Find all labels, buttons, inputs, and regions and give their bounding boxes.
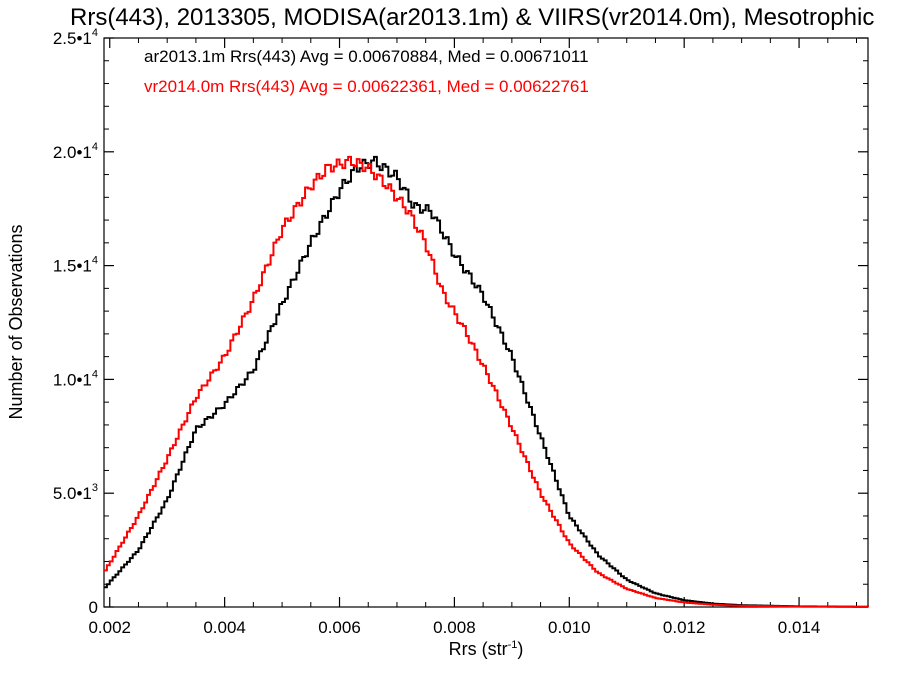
- y-tick-label: 2.0•14: [53, 141, 98, 162]
- series-viirs-line: [104, 155, 869, 608]
- y-tick-label: 5.0•13: [53, 482, 98, 503]
- x-axis-label-main: Rrs (str: [449, 639, 508, 659]
- series-modis-line: [104, 155, 869, 608]
- x-tick-label: 0.012: [663, 618, 706, 637]
- chart-title: Rrs(443), 2013305, MODISA(ar2013.1m) & V…: [70, 4, 874, 31]
- x-tick-label: 0.008: [433, 618, 476, 637]
- y-axis: 0 5.0•13 1.0•14 1.5•14 2.0•14 2.5•14: [53, 27, 868, 617]
- series-group: [104, 155, 869, 608]
- y-tick-label: 1.0•14: [53, 368, 98, 389]
- y-tick-label: 2.5•14: [53, 27, 98, 48]
- x-tick-label: 0.004: [203, 618, 246, 637]
- plot-frame: [103, 37, 869, 608]
- x-tick-label: 0.010: [548, 618, 591, 637]
- x-axis-label-close: ): [517, 639, 523, 659]
- legend-entry-viirs: vr2014.0m Rrs(443) Avg = 0.00622361, Med…: [144, 77, 589, 96]
- legend-entry-modis: ar2013.1m Rrs(443) Avg = 0.00670884, Med…: [144, 47, 589, 66]
- y-tick-label: 0: [89, 598, 98, 617]
- y-tick-label: 1.5•14: [53, 255, 98, 276]
- x-axis-label: Rrs (str-1): [449, 639, 524, 659]
- x-axis: 0.002 0.004 0.006 0.008 0.010 0.012 0.014: [88, 38, 858, 637]
- y-axis-label: Number of Observations: [6, 224, 26, 419]
- x-axis-label-sup: -1: [508, 639, 518, 651]
- x-tick-label: 0.002: [88, 618, 131, 637]
- x-tick-label: 0.014: [778, 618, 821, 637]
- x-tick-label: 0.006: [318, 618, 361, 637]
